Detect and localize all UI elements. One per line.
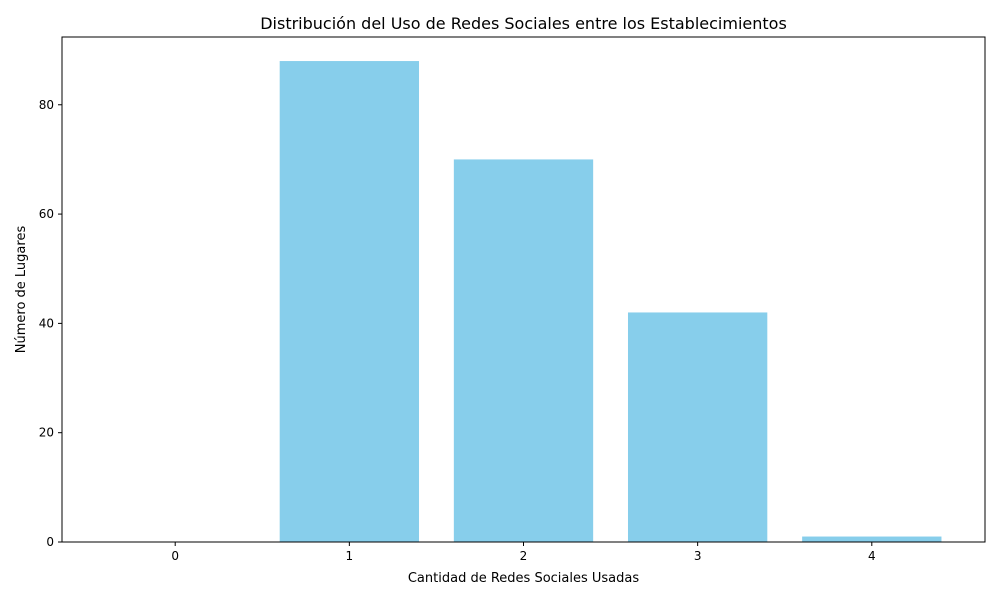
x-axis-label: Cantidad de Redes Sociales Usadas xyxy=(408,571,639,586)
x-tick-label: 4 xyxy=(868,549,876,563)
y-axis-ticks: 0 20 40 60 80 xyxy=(39,98,62,549)
x-tick-label: 1 xyxy=(346,549,354,563)
y-axis-label: Número de Lugares xyxy=(14,226,29,354)
plot-frame xyxy=(61,36,986,543)
y-tick-label: 20 xyxy=(39,426,54,440)
x-tick-label: 2 xyxy=(520,549,528,563)
x-axis-ticks: 0 1 2 3 4 xyxy=(171,542,876,563)
y-tick-label: 60 xyxy=(39,207,54,221)
y-tick-label: 40 xyxy=(39,316,54,330)
bar-4 xyxy=(802,536,942,542)
y-tick-label: 80 xyxy=(39,98,54,112)
x-tick-label: 0 xyxy=(171,549,179,563)
bars-group xyxy=(279,61,942,543)
x-tick-label: 3 xyxy=(694,549,702,563)
bar-3 xyxy=(627,312,768,542)
bar-2 xyxy=(453,159,594,542)
chart-title: Distribución del Uso de Redes Sociales e… xyxy=(260,14,787,33)
bar-1 xyxy=(279,61,420,543)
y-tick-label: 0 xyxy=(46,535,54,549)
